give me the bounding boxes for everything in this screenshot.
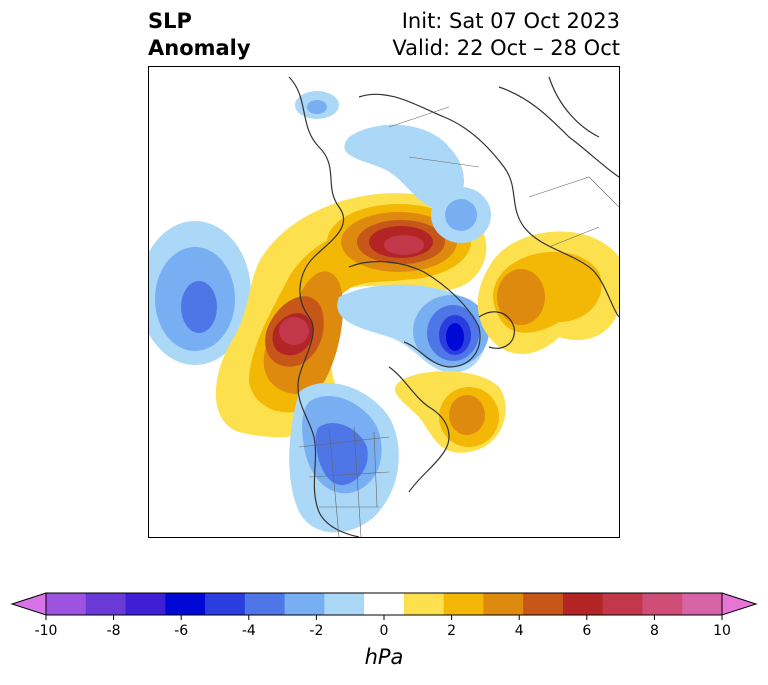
northern-negative-patches: [295, 91, 491, 243]
colorbar: -10 -8 -6 -4 -2 0 2 4 6 8 10: [0, 585, 768, 685]
colorbar-swatch: [364, 593, 405, 615]
colorbar-tick-label: -10: [35, 623, 58, 639]
colorbar-swatch: [46, 593, 87, 615]
colorbar-max-extension: [721, 592, 758, 616]
colorbar-tick-label: 10: [713, 623, 731, 639]
north-atlantic-high: [394, 371, 506, 453]
colorbar-min-extension: [10, 592, 47, 616]
colorbar-swatch: [523, 593, 564, 615]
colorbar-swatch: [602, 593, 643, 615]
colorbar-tick-label: 0: [380, 623, 389, 639]
colorbar-tick-label: -2: [309, 623, 323, 639]
north-america-low: [289, 382, 399, 533]
colorbar-swatch: [682, 593, 723, 615]
colorbar-tick-label: 8: [650, 623, 659, 639]
colorbar-swatch: [205, 593, 246, 615]
colorbar-graphic: -10 -8 -6 -4 -2 0 2 4 6 8 10: [10, 592, 758, 639]
colorbar-units: hPa: [364, 645, 404, 669]
colorbar-swatch: [562, 593, 604, 615]
colorbar-swatch: [403, 593, 445, 615]
coastlines: [288, 76, 619, 537]
colorbar-swatch: [443, 593, 484, 615]
colorbar-swatch: [483, 593, 524, 615]
map-dates: Init: Sat 07 Oct 2023 Valid: 22 Oct – 28…: [392, 8, 620, 62]
boundaries: [298, 106, 619, 537]
colorbar-tick-label: 6: [582, 623, 591, 639]
colorbar-tick-label: -6: [174, 623, 188, 639]
colorbar-tick-label: -4: [242, 623, 256, 639]
pacific-low: [149, 221, 251, 365]
title-variable: SLP: [148, 9, 192, 33]
colorbar-swatch: [244, 593, 286, 615]
scandinavian-high: [477, 231, 619, 354]
colorbar-swatch: [125, 593, 166, 615]
greenland-low: [337, 284, 489, 373]
colorbar-tick-label: -8: [107, 623, 121, 639]
map-panel: [148, 66, 620, 538]
colorbar-swatch: [284, 593, 325, 615]
title-type: Anomaly: [148, 36, 251, 60]
colorbar-tick-label: 4: [515, 623, 524, 639]
colorbar-swatch: [165, 593, 206, 615]
colorbar-tick-label: 2: [447, 623, 456, 639]
valid-range-label: Valid: 22 Oct – 28 Oct: [392, 36, 620, 60]
colorbar-swatch: [85, 593, 127, 615]
colorbar-swatch: [324, 593, 365, 615]
map-title: SLP Anomaly: [148, 8, 251, 62]
init-date-label: Init: Sat 07 Oct 2023: [401, 9, 620, 33]
anomaly-map: [149, 76, 619, 537]
colorbar-swatch: [642, 593, 683, 615]
arctic-positive-belt: [215, 193, 487, 438]
